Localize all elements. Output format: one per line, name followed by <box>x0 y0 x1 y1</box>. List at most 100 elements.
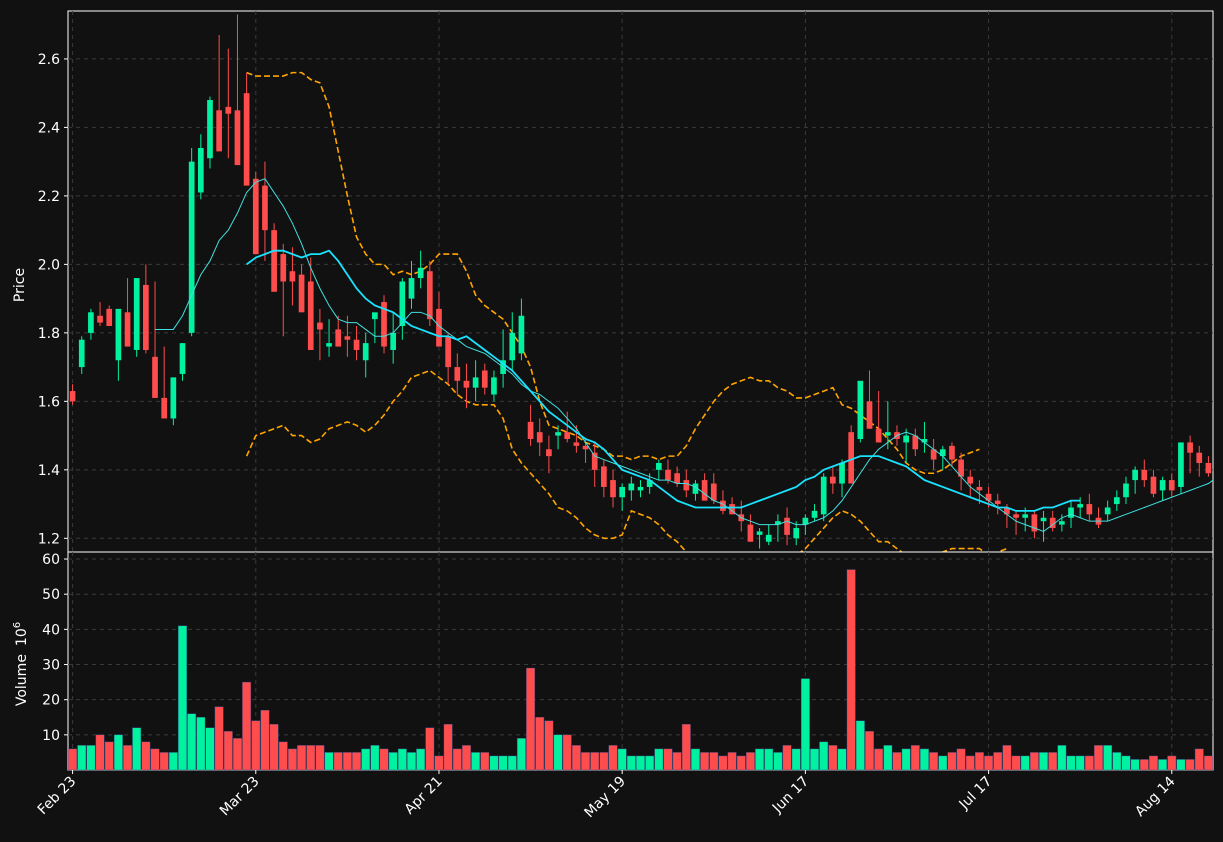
candle-body-up <box>820 476 827 515</box>
candle-body-up <box>197 147 204 193</box>
candle-body-down <box>729 504 735 515</box>
candle-body-down <box>1031 514 1038 532</box>
candle <box>610 469 616 508</box>
candle-body-up <box>408 278 415 299</box>
volume-bar <box>1149 755 1158 771</box>
volume-bar <box>791 748 801 771</box>
volume-bar <box>517 738 526 771</box>
volume-bar <box>571 745 581 771</box>
volume-bar <box>581 752 590 771</box>
volume-bar <box>379 748 389 771</box>
candle-body-up <box>133 278 140 350</box>
candle <box>857 380 864 443</box>
candle <box>1113 490 1120 511</box>
candle <box>875 391 882 443</box>
volume-bar <box>407 752 416 771</box>
volume-bar <box>535 717 545 771</box>
volume-bar <box>278 741 288 771</box>
volume-bar <box>233 738 242 771</box>
price-tick-label: 1.6 <box>38 394 60 410</box>
price-tick-label: 2.6 <box>38 52 60 68</box>
candle <box>197 134 204 200</box>
candle <box>884 401 891 450</box>
candle-body-up <box>417 267 424 279</box>
candle <box>234 14 241 166</box>
candle-body-down <box>1196 452 1203 463</box>
volume-bar <box>608 745 618 771</box>
volume-bar <box>718 755 728 771</box>
candle-body-up <box>491 377 497 395</box>
candle <box>830 466 836 494</box>
volume-bar <box>681 724 691 771</box>
candle <box>179 343 186 381</box>
candle <box>381 295 387 354</box>
candle <box>967 469 974 498</box>
volume-bar <box>956 748 966 771</box>
candle-body-up <box>207 100 213 159</box>
candle-body-up <box>326 343 332 347</box>
candle-body-up <box>472 377 479 388</box>
price-tick-label: 2.2 <box>38 189 60 205</box>
candle <box>216 34 222 152</box>
candle-body-down <box>985 493 992 501</box>
candle-body-down <box>271 230 277 292</box>
volume-bar <box>342 752 352 771</box>
candle-body-down <box>994 500 1001 505</box>
candle-body-up <box>1040 517 1047 522</box>
candle <box>939 445 946 470</box>
volume-bar <box>828 745 838 771</box>
candle <box>390 312 397 364</box>
volume-bar <box>938 755 948 771</box>
candle-body-up <box>775 521 781 525</box>
volume-bar <box>1048 752 1058 771</box>
candle <box>1049 510 1056 532</box>
price-panel-frame <box>67 10 1214 553</box>
candle-body-down <box>234 110 241 166</box>
candle-body-down <box>720 500 726 511</box>
candle-body-down <box>225 106 232 114</box>
volume-bar <box>223 731 233 771</box>
bollinger-bands <box>245 71 1008 552</box>
volume-bar <box>269 724 279 771</box>
volume-bar <box>975 752 984 771</box>
candle <box>417 250 424 289</box>
volume-bar <box>443 724 453 771</box>
candle <box>555 425 561 450</box>
volume-tick-label: 20 <box>42 693 60 709</box>
candle <box>912 428 919 457</box>
candle <box>692 480 699 501</box>
candle <box>655 459 662 481</box>
volume-bar <box>800 678 810 771</box>
volume-bar <box>993 752 1003 771</box>
candle-body-down <box>97 315 103 323</box>
candle-body-down <box>252 178 259 255</box>
candle-body-up <box>939 449 946 457</box>
volume-bar <box>288 748 297 771</box>
volume-tick-label: 50 <box>42 587 60 603</box>
candle-body-up <box>619 486 626 498</box>
price-y-tick-labels: 1.2 1.4 1.6 1.8 2.0 2.2 2.4 2.6 <box>38 52 68 547</box>
candle-body-down <box>1187 442 1193 453</box>
price-panel: 1.2 1.4 1.6 1.8 2.0 2.2 2.4 2.6 Price <box>12 10 1214 553</box>
candle-body-up <box>765 534 772 542</box>
volume-bar <box>306 745 316 771</box>
volume-bar <box>214 706 224 771</box>
candle-body-down <box>564 432 571 440</box>
volume-bar <box>947 752 957 771</box>
candle-body-down <box>1205 462 1212 474</box>
candle-body-down <box>216 110 222 152</box>
volume-bar <box>480 752 490 771</box>
volume-bar <box>965 755 975 771</box>
volume-bar <box>901 748 911 771</box>
volume-bar <box>324 752 334 771</box>
candle <box>170 377 177 426</box>
candle-body-down <box>298 274 305 313</box>
volume-bar <box>297 745 306 771</box>
candle <box>921 421 928 453</box>
candle-body-down <box>445 336 451 368</box>
volume-bar <box>1194 748 1204 771</box>
candle <box>866 370 873 429</box>
candle <box>133 278 140 357</box>
volume-bar <box>636 755 645 771</box>
volume-bar <box>910 745 920 771</box>
